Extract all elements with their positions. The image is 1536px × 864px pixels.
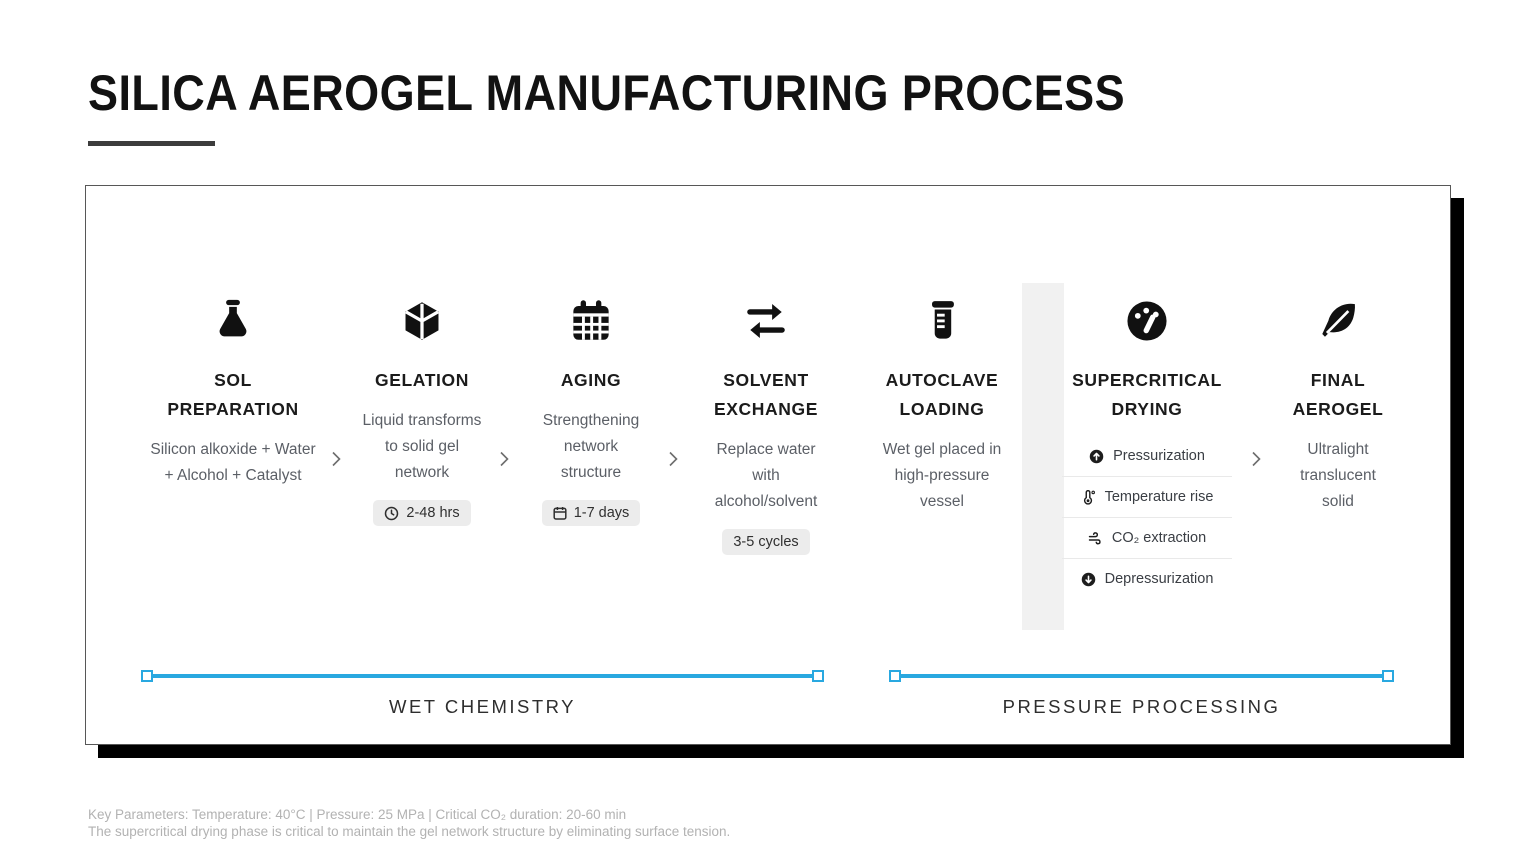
substep-temperature-rise: Temperature rise [1062,476,1232,517]
track-endpoint-square [889,670,901,682]
thermometer-icon [1081,489,1096,505]
phase-label: PRESSURE PROCESSING [1002,696,1281,717]
substep-label: CO₂ extraction [1111,530,1207,546]
transfer-arrows-icon [743,298,789,344]
feather-icon [1315,298,1361,344]
highlight-band [1022,283,1064,630]
track-endpoint-square [812,670,824,682]
pressure-vessel-icon [919,298,965,344]
cycles-badge: 3-5 cycles [722,529,810,555]
substep-list: Pressurization Temperature rise [1062,436,1232,599]
substep-label: Temperature rise [1104,489,1214,505]
footer-line-2: The supercritical drying phase is critic… [88,824,731,839]
step-description: Ultralight translucent solid [1300,441,1376,510]
step-description: Wet gel placed in high-pressure vessel [882,441,1002,510]
step-title: AGING [560,370,622,390]
step-description: Liquid transforms to solid gel network [362,412,482,481]
title-underline [88,141,215,146]
chevron-right-icon [493,448,515,470]
chevron-right-icon [662,448,684,470]
substep-label: Pressurization [1113,448,1205,464]
cube-icon [399,298,445,344]
substep-pressurization: Pressurization [1062,436,1232,476]
badge-label: 1-7 days [573,505,630,521]
chevron-right-icon [325,448,347,470]
phase-pressure-processing: PRESSURE PROCESSING [889,670,1394,718]
badge-label: 3-5 cycles [733,534,799,550]
substep-label: Depressurization [1104,571,1214,587]
substep-depressurization: Depressurization [1062,558,1232,599]
footer-line-1: Key Parameters: Temperature: 40°C | Pres… [88,807,627,822]
gauge-icon [1124,298,1170,344]
step-supercritical-drying: SUPERCRITICAL DRYING Pressurization [1048,298,1246,599]
step-description: Strengthening network structure [542,412,640,481]
step-title: AUTOCLAVE LOADING [885,370,999,419]
phase-label: WET CHEMISTRY [388,696,577,717]
step-aging: AGING Strengthening network structure 1-… [533,298,649,526]
circle-up-arrow-icon [1089,449,1104,464]
step-description: Silicon alkoxide + Water + Alcohol + Cat… [150,441,316,484]
step-sol-preparation: SOL PREPARATION Silicon alkoxide + Water… [150,298,316,489]
circle-down-arrow-icon [1081,572,1096,587]
duration-badge: 2-48 hrs [373,500,471,526]
track-endpoint-square [141,670,153,682]
track-line [901,674,1382,678]
track-line [153,674,812,678]
phase-track [889,670,1394,682]
substep-co2-extraction: CO₂ extraction [1062,517,1232,558]
process-card: SOL PREPARATION Silicon alkoxide + Water… [85,185,1451,745]
calendar-small-icon [553,506,567,520]
step-solvent-exchange: SOLVENT EXCHANGE Replace water with alco… [706,298,826,555]
phase-wet-chemistry: WET CHEMISTRY [141,670,824,718]
key-parameters-note: Key Parameters: Temperature: 40°C | Pres… [88,806,730,840]
track-endpoint-square [1382,670,1394,682]
clock-icon [384,506,399,521]
step-title: SOLVENT EXCHANGE [714,370,818,419]
phase-track [141,670,824,682]
step-gelation: GELATION Liquid transforms to solid gel … [362,298,482,526]
step-description: Replace water with alcohol/solvent [714,441,818,510]
calendar-icon [568,298,614,344]
step-title: SUPERCRITICAL DRYING [1072,370,1222,419]
step-title: GELATION [375,370,469,390]
step-title: FINAL AEROGEL [1292,370,1384,419]
chevron-right-icon [1245,448,1267,470]
gas-extraction-icon [1088,531,1103,546]
page-title: SILICA AEROGEL MANUFACTURING PROCESS [88,65,1126,121]
flask-icon [210,298,256,344]
duration-badge: 1-7 days [541,500,641,526]
badge-label: 2-48 hrs [406,505,460,521]
step-autoclave-loading: AUTOCLAVE LOADING Wet gel placed in high… [877,298,1007,515]
step-final-aerogel: FINAL AEROGEL Ultralight translucent sol… [1288,298,1388,515]
step-title: SOL PREPARATION [167,370,299,419]
